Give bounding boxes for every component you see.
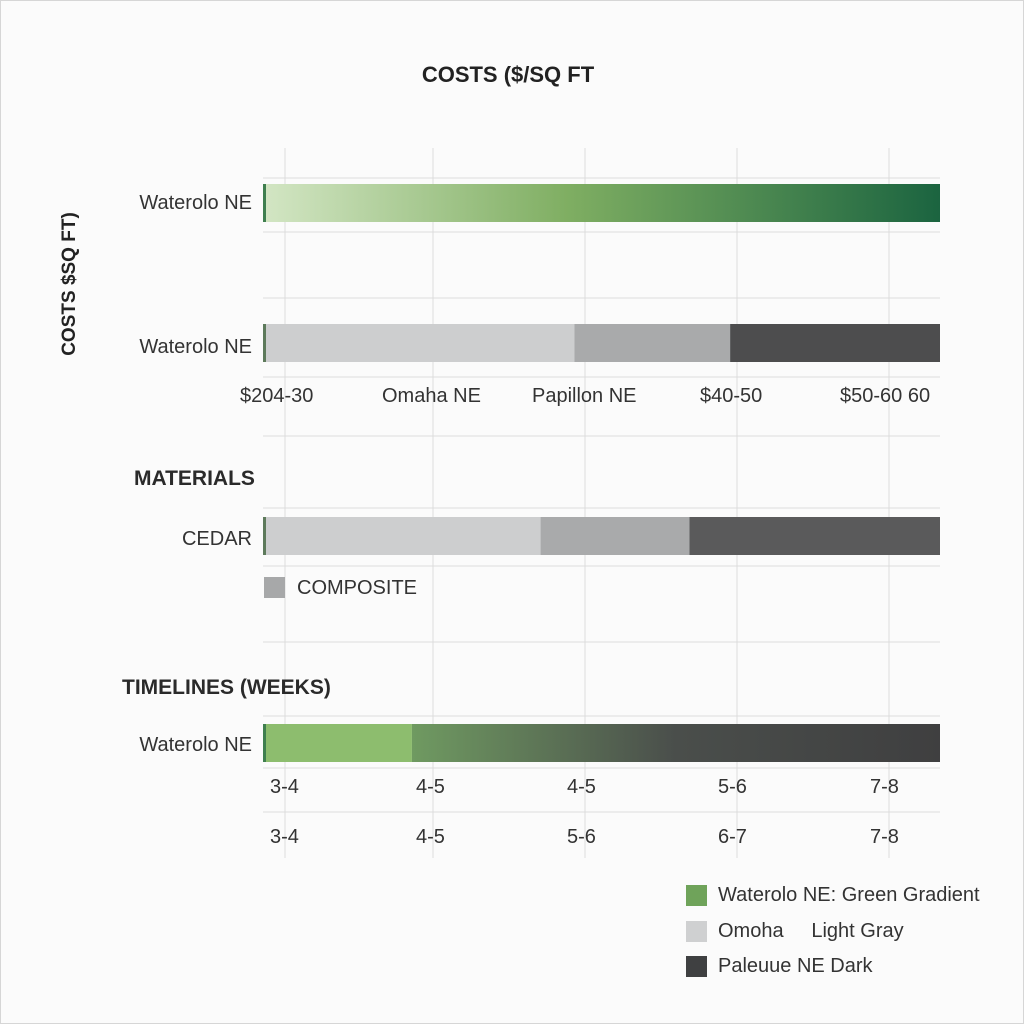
x-tick-label: Papillon NE [532, 385, 637, 407]
x-tick-label: 7-8 [870, 776, 899, 798]
composite-label: COMPOSITE [297, 577, 418, 599]
x-tick-label: 4-5 [416, 826, 445, 848]
x-tick-label: 3-4 [270, 776, 299, 798]
bar-segment [574, 324, 731, 362]
legend-label: Omoha Light Gray [718, 920, 904, 942]
bar-edge [263, 184, 266, 222]
x-tick-label: $204-30 [240, 385, 314, 407]
section-heading-timelines: TIMELINES (WEEKS) [122, 676, 331, 699]
bar-segment [689, 517, 940, 555]
bar-segment [540, 517, 690, 555]
category-label: Waterolo NE [139, 192, 252, 214]
bar-segment [730, 324, 940, 362]
legend-swatch [686, 921, 707, 942]
category-label: CEDAR [181, 528, 252, 550]
x-tick-label: $50-60 60 [840, 385, 931, 407]
bar-segment [263, 324, 575, 362]
bars [263, 184, 940, 762]
category-label: Waterolo NE [139, 336, 252, 358]
bar-edge [263, 517, 266, 555]
legend-swatch [686, 956, 707, 977]
section-heading-materials: MATERIALS [134, 467, 255, 490]
bar-segment [263, 724, 412, 762]
x-tick-label: Omaha NE [382, 385, 481, 407]
category-label: Waterolo NE [139, 734, 252, 756]
x-tick-label: 5-6 [567, 826, 596, 848]
x-tick-label: 7-8 [870, 826, 899, 848]
x-tick-label: $40-50 [700, 385, 763, 407]
bar-edge [263, 324, 266, 362]
bar [263, 184, 940, 222]
composite-swatch [264, 577, 285, 598]
x-tick-label: 6-7 [718, 826, 747, 848]
bar-edge [263, 724, 266, 762]
x-tick-label: 4-5 [416, 776, 445, 798]
legend-label: Paleuue NE Dark [718, 955, 873, 977]
x-tick-label: 3-4 [270, 826, 299, 848]
chart-title: COSTS ($/SQ FT [421, 62, 595, 87]
bar-segment [411, 724, 940, 762]
bar-segment [263, 517, 541, 555]
legend-label: Waterolo NE: Green Gradient [718, 884, 980, 906]
legend-swatch [686, 885, 707, 906]
x-tick-label: 5-6 [718, 776, 747, 798]
x-tick-label: 4-5 [567, 776, 596, 798]
